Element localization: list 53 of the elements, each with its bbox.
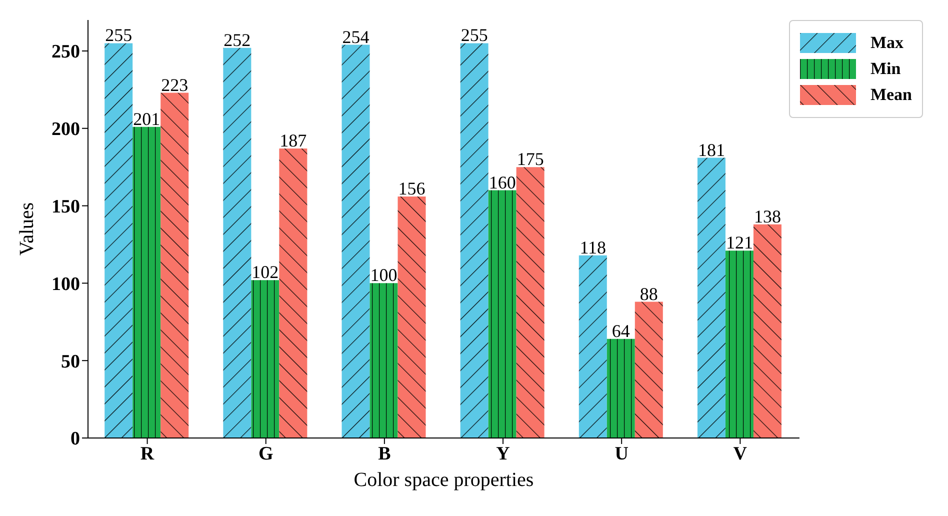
- bar: [370, 283, 398, 438]
- x-tick-label: Y: [496, 443, 510, 464]
- data-label: 255: [460, 25, 488, 46]
- data-label: 223: [161, 74, 188, 95]
- x-tick-label: V: [733, 443, 748, 464]
- bar: [398, 196, 426, 438]
- bar: [460, 43, 488, 438]
- y-tick-label: 250: [52, 42, 80, 63]
- bar: [279, 148, 308, 438]
- data-label: 252: [224, 30, 251, 50]
- bar: [697, 158, 726, 438]
- data-label: 88: [640, 284, 658, 304]
- bar: [251, 280, 280, 438]
- bar: [342, 44, 370, 438]
- data-label: 255: [105, 25, 132, 46]
- data-label: 175: [516, 149, 544, 170]
- bar: [753, 224, 782, 438]
- y-tick-label: 50: [61, 351, 80, 372]
- bar: [516, 167, 544, 438]
- y-axis-title: Values: [16, 202, 38, 256]
- bar: [725, 250, 754, 438]
- bar: [160, 92, 189, 438]
- data-label: 160: [488, 172, 516, 192]
- data-label: 102: [252, 262, 279, 282]
- data-label: 254: [342, 26, 370, 47]
- y-tick-label: 150: [52, 196, 80, 218]
- bar: [606, 338, 635, 438]
- bar: [634, 302, 663, 438]
- legend-label: Mean: [870, 85, 912, 105]
- x-axis-title: Color space properties: [354, 469, 534, 491]
- x-tick-label: R: [140, 443, 154, 464]
- y-tick-label: 200: [52, 119, 80, 140]
- y-tick-label: 0: [70, 428, 80, 450]
- x-tick-label: B: [378, 443, 392, 464]
- bar: [104, 43, 133, 438]
- bar: [578, 255, 607, 438]
- data-label: 156: [398, 178, 426, 198]
- data-label: 118: [580, 237, 606, 258]
- data-label: 181: [698, 140, 725, 160]
- bar: [488, 190, 516, 438]
- data-label: 64: [612, 320, 630, 341]
- data-label: 201: [133, 108, 160, 129]
- legend-label: Min: [870, 59, 901, 79]
- bar: [223, 48, 252, 438]
- data-label: 138: [754, 206, 781, 226]
- bar: [132, 126, 161, 438]
- data-label: 100: [370, 265, 398, 286]
- legend-label: Max: [870, 33, 904, 53]
- x-tick-label: G: [258, 443, 274, 464]
- y-tick-label: 100: [52, 274, 80, 295]
- data-label: 121: [726, 232, 753, 253]
- x-tick-label: U: [614, 443, 629, 464]
- data-label: 187: [280, 130, 307, 150]
